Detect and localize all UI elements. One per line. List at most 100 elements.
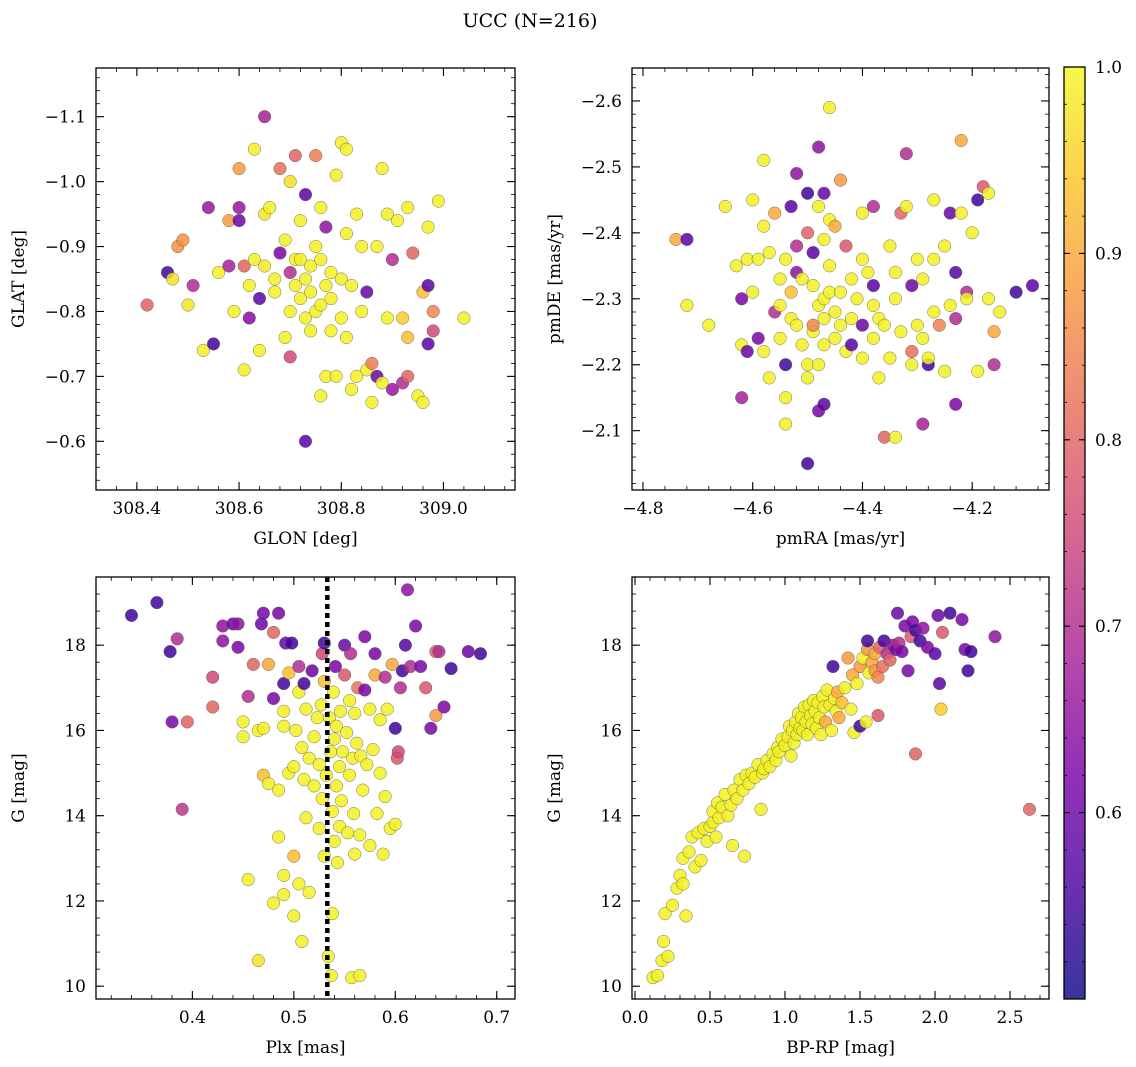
y-tick-label: −1.1 xyxy=(45,108,86,128)
data-point xyxy=(283,266,297,280)
data-point xyxy=(927,252,941,266)
y-tick-label: 12 xyxy=(600,892,622,912)
data-point xyxy=(241,873,255,887)
data-point xyxy=(932,318,946,332)
y-tick-label: −2.2 xyxy=(581,356,622,376)
data-point xyxy=(916,417,930,431)
data-point xyxy=(965,226,979,240)
data-point xyxy=(340,726,354,740)
x-tick-label: 2.0 xyxy=(921,1008,948,1028)
data-point xyxy=(795,272,809,286)
x-tick-label: 0.5 xyxy=(280,1008,307,1028)
data-point xyxy=(934,702,948,716)
data-point xyxy=(676,877,690,891)
data-point xyxy=(894,325,908,339)
data-point xyxy=(391,214,405,228)
data-point xyxy=(861,634,875,648)
data-point xyxy=(339,227,353,241)
data-point xyxy=(391,745,405,759)
data-point xyxy=(385,252,399,266)
scatter-points xyxy=(646,606,1037,985)
data-point xyxy=(268,285,282,299)
y-axis-label: GLAT [deg] xyxy=(9,230,29,328)
data-point xyxy=(324,266,338,280)
data-point xyxy=(277,719,291,733)
data-point xyxy=(309,239,323,253)
data-point xyxy=(227,305,241,319)
data-point xyxy=(258,110,272,124)
data-point xyxy=(293,252,307,266)
data-point xyxy=(790,318,804,332)
data-point xyxy=(801,457,815,471)
data-point xyxy=(273,162,287,176)
data-point xyxy=(457,311,471,325)
data-point xyxy=(247,252,261,266)
data-point xyxy=(166,272,180,286)
data-point xyxy=(861,265,875,279)
data-point xyxy=(355,239,369,253)
data-point xyxy=(356,783,370,797)
data-point xyxy=(964,645,978,659)
data-point xyxy=(304,285,318,299)
data-point xyxy=(299,434,313,448)
data-point xyxy=(790,166,804,180)
data-point xyxy=(1025,279,1039,293)
data-point xyxy=(293,292,307,306)
data-point xyxy=(175,802,189,816)
data-point xyxy=(370,807,384,821)
data-point xyxy=(899,147,913,161)
data-point xyxy=(437,700,451,714)
data-point xyxy=(247,142,261,156)
data-point xyxy=(333,760,347,774)
data-point xyxy=(302,751,316,765)
data-point xyxy=(272,783,286,797)
colorbar-tick-label: 0.8 xyxy=(1095,431,1122,451)
data-point xyxy=(784,199,798,213)
data-point xyxy=(954,206,968,220)
data-point xyxy=(757,219,771,233)
data-point xyxy=(328,660,342,674)
x-axis-label: BP-RP [mag] xyxy=(786,1038,895,1058)
data-point xyxy=(757,153,771,167)
y-tick-label: −0.8 xyxy=(45,302,86,322)
y-axis-label: G [mag] xyxy=(545,753,565,822)
data-point xyxy=(735,292,749,306)
data-point xyxy=(237,363,251,377)
data-point xyxy=(312,822,326,836)
y-tick-label: 10 xyxy=(600,977,622,997)
data-point xyxy=(314,298,328,312)
data-point xyxy=(905,358,919,372)
data-point xyxy=(267,896,281,910)
panel-glon-glat: 308.4 308.6 308.8 309.0 −1.1 −1.0 −0.9 −0.8 −0.7… xyxy=(9,67,516,549)
data-point xyxy=(216,634,230,648)
data-point xyxy=(429,709,443,723)
data-point xyxy=(680,232,694,246)
data-point xyxy=(252,343,266,357)
data-point xyxy=(702,318,716,332)
data-point xyxy=(426,324,440,338)
data-point xyxy=(971,193,985,207)
data-point xyxy=(960,292,974,306)
data-point xyxy=(373,766,387,780)
data-point xyxy=(834,318,848,332)
data-point xyxy=(299,811,313,825)
data-point xyxy=(419,681,433,695)
data-point xyxy=(222,259,236,273)
data-point xyxy=(444,662,458,676)
data-point xyxy=(326,685,340,699)
data-point xyxy=(844,702,858,716)
data-point xyxy=(768,206,782,220)
data-point xyxy=(838,681,852,695)
data-point xyxy=(910,252,924,266)
data-point xyxy=(812,140,826,154)
data-point xyxy=(754,802,768,816)
data-point xyxy=(334,311,348,325)
data-point xyxy=(850,292,864,306)
data-point xyxy=(982,292,996,306)
data-point xyxy=(353,969,367,983)
figure-title: UCC (N=216) xyxy=(463,10,598,32)
data-point xyxy=(982,186,996,200)
data-point xyxy=(735,391,749,405)
data-point xyxy=(163,645,177,659)
data-point xyxy=(905,279,919,293)
